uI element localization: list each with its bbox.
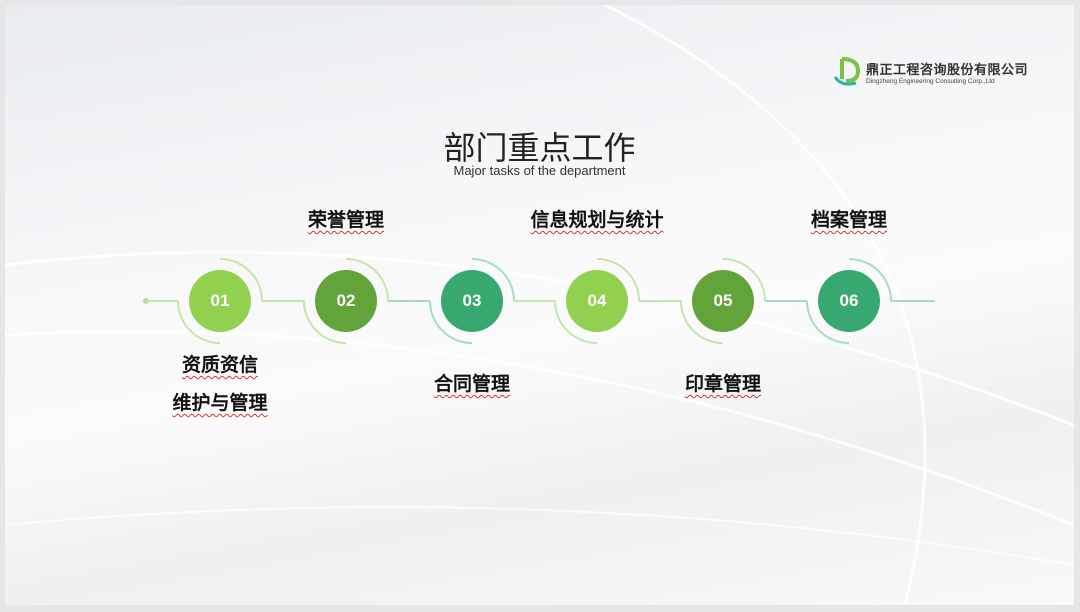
background-swooshes	[5, 5, 1074, 605]
step-arc-top	[219, 258, 263, 302]
page-title: 部门重点工作	[443, 130, 636, 166]
logo-name-cn: 鼎正工程咨询股份有限公司	[866, 62, 1029, 77]
step-circle-06: 06	[818, 270, 880, 332]
step-circle-04: 04	[566, 270, 628, 332]
timeline-connector	[143, 258, 935, 344]
step-label-line: 档案管理	[810, 210, 887, 231]
company-logo: 鼎正工程咨询股份有限公司 Dingzheng Engineering Consu…	[832, 55, 1028, 89]
step-label-04: 信息规划与统计	[497, 202, 697, 240]
step-arc-top	[345, 258, 389, 302]
step-label-line: 荣誉管理	[307, 210, 384, 231]
step-arc-bottom	[806, 300, 850, 344]
step-circle-03: 03	[441, 270, 503, 332]
step-circle-02: 02	[315, 270, 377, 332]
step-label-02: 荣誉管理	[246, 202, 446, 240]
step-arc-bottom	[303, 300, 347, 344]
step-label-line: 印章管理	[684, 374, 761, 395]
step-arc-top	[848, 258, 892, 302]
slide: 鼎正工程咨询股份有限公司 Dingzheng Engineering Consu…	[5, 5, 1074, 605]
step-label-line: 维护与管理	[172, 393, 268, 414]
logo-d-icon	[833, 57, 861, 86]
step-label-01: 资质资信 维护与管理	[120, 347, 320, 423]
step-arc-top	[722, 258, 766, 302]
step-label-line: 合同管理	[433, 374, 510, 395]
step-circle-01: 01	[189, 270, 251, 332]
page-subtitle: Major tasks of the department	[453, 163, 626, 178]
step-label-line: 资质资信	[181, 355, 258, 376]
step-label-06: 档案管理	[749, 202, 949, 240]
step-label-line: 信息规划与统计	[530, 210, 664, 231]
step-label-05: 印章管理	[623, 366, 823, 404]
step-arc-top	[471, 258, 515, 302]
step-arc-top	[596, 258, 640, 302]
logo-name-en: Dingzheng Engineering Consulting Corp.,L…	[866, 78, 995, 85]
step-label-03: 合同管理	[372, 366, 572, 404]
step-arc-bottom	[177, 300, 221, 344]
step-arc-bottom	[429, 300, 473, 344]
step-arc-bottom	[680, 300, 724, 344]
step-arc-bottom	[554, 300, 598, 344]
step-circle-05: 05	[692, 270, 754, 332]
